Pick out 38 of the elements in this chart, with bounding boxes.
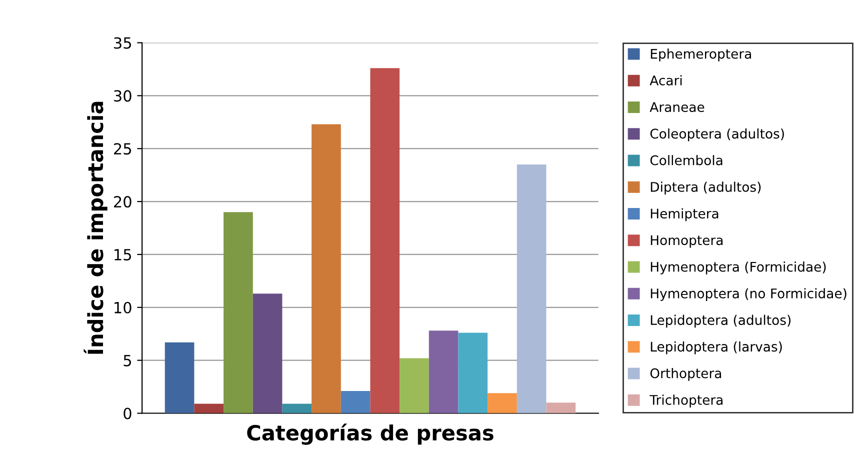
legend-label: Orthoptera — [650, 368, 722, 381]
legend-label: Homoptera — [650, 235, 723, 248]
legend-label: Ephemeroptera — [650, 48, 751, 62]
bar — [252, 294, 282, 414]
bar — [312, 124, 341, 414]
y-axis-title: Índice de importancia — [84, 102, 108, 354]
bar — [428, 330, 458, 414]
bar — [546, 402, 576, 414]
legend-label: Hymenoptera (Formicidae) — [650, 262, 826, 274]
bar — [340, 391, 370, 414]
legend-label: Diptera (adultos) — [650, 182, 761, 194]
y-tick-label: 5 — [124, 354, 132, 366]
legend-label: Acari — [650, 75, 682, 86]
y-tick-label: 25 — [114, 143, 132, 155]
y-tick-label: 15 — [114, 249, 132, 260]
bar — [516, 164, 546, 414]
bar — [282, 404, 312, 414]
y-tick-label: 35 — [114, 37, 132, 49]
y-tick-label: 20 — [114, 196, 132, 208]
y-tick-label: 30 — [114, 90, 132, 102]
bar — [194, 404, 224, 414]
legend-label: Collembola — [650, 155, 722, 166]
legend-label: Trichoptera — [650, 394, 723, 408]
legend-label: Lepidoptera (adultos) — [650, 314, 791, 328]
bar — [458, 332, 488, 414]
y-tick-label: 0 — [124, 408, 132, 420]
x-axis-title: Categorías de presas — [247, 424, 494, 445]
bar — [164, 342, 194, 414]
bar — [400, 358, 429, 414]
legend-label: Lepidoptera (larvas) — [650, 341, 782, 354]
y-tick-label: 10 — [114, 302, 132, 314]
legend-label: Coleoptera (adultos) — [650, 128, 784, 142]
legend-label: Hemiptera — [650, 208, 718, 222]
bar — [224, 212, 253, 414]
bar — [488, 393, 517, 414]
bar — [370, 68, 400, 414]
legend-label: Hymenoptera (no Formicidae) — [650, 288, 846, 301]
legend-label: Araneae — [650, 102, 704, 112]
